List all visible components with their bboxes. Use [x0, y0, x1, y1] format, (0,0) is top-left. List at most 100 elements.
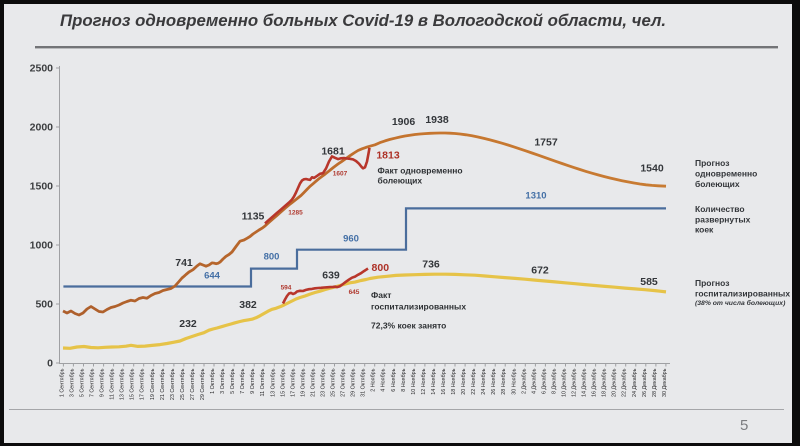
svg-text:Прогноз: Прогноз	[695, 278, 729, 288]
svg-text:672: 672	[531, 265, 549, 277]
svg-text:12 Декабрь: 12 Декабрь	[572, 368, 578, 397]
svg-text:развернутых: развернутых	[695, 215, 751, 225]
svg-text:4 Ноябрь: 4 Ноябрь	[381, 368, 387, 391]
svg-text:28 Декабрь: 28 Декабрь	[652, 368, 658, 397]
svg-text:1 Октябрь: 1 Октябрь	[210, 368, 216, 394]
svg-text:72,3% коек занято: 72,3% коек занято	[371, 321, 446, 331]
svg-text:15 Сентябрь: 15 Сентябрь	[130, 368, 136, 400]
svg-text:1681: 1681	[321, 146, 345, 158]
svg-text:800: 800	[264, 252, 280, 263]
svg-text:госпитализированных: госпитализированных	[695, 289, 790, 299]
svg-text:3 Октябрь: 3 Октябрь	[220, 368, 226, 394]
svg-text:17 Сентябрь: 17 Сентябрь	[140, 368, 146, 400]
svg-text:болеющих: болеющих	[695, 179, 740, 189]
svg-text:27 Сентябрь: 27 Сентябрь	[190, 368, 196, 400]
svg-text:9 Октябрь: 9 Октябрь	[250, 368, 256, 394]
svg-text:15 Октябрь: 15 Октябрь	[280, 368, 286, 397]
svg-text:11 Сентябрь: 11 Сентябрь	[110, 368, 116, 399]
svg-text:1310: 1310	[525, 191, 546, 202]
svg-text:2 Ноябрь: 2 Ноябрь	[371, 368, 377, 391]
svg-text:5 Октябрь: 5 Октябрь	[230, 368, 236, 394]
svg-text:1285: 1285	[288, 210, 303, 217]
svg-text:1 Сентябрь: 1 Сентябрь	[59, 368, 65, 397]
svg-text:27 Октябрь: 27 Октябрь	[341, 368, 347, 397]
svg-text:18 Ноябрь: 18 Ноябрь	[451, 368, 457, 394]
svg-text:741: 741	[175, 257, 193, 269]
svg-text:29 Сентябрь: 29 Сентябрь	[200, 368, 206, 400]
svg-text:24 Декабрь: 24 Декабрь	[632, 368, 638, 397]
svg-text:21 Октябрь: 21 Октябрь	[310, 368, 316, 397]
svg-text:8 Ноябрь: 8 Ноябрь	[401, 368, 407, 391]
svg-text:13 Сентябрь: 13 Сентябрь	[120, 368, 126, 400]
svg-text:26 Ноябрь: 26 Ноябрь	[491, 368, 497, 394]
svg-text:26 Декабрь: 26 Декабрь	[642, 368, 648, 397]
svg-text:382: 382	[239, 299, 257, 311]
svg-text:14 Ноябрь: 14 Ноябрь	[431, 368, 437, 394]
svg-text:6 Ноябрь: 6 Ноябрь	[391, 368, 397, 391]
svg-text:30 Декабрь: 30 Декабрь	[662, 368, 668, 397]
svg-text:болеющих: болеющих	[378, 175, 423, 185]
svg-text:7 Сентябрь: 7 Сентябрь	[90, 368, 96, 397]
svg-text:585: 585	[640, 276, 658, 288]
svg-text:5 Сентябрь: 5 Сентябрь	[80, 368, 86, 397]
svg-text:639: 639	[322, 270, 340, 282]
svg-text:3 Сентябрь: 3 Сентябрь	[69, 368, 75, 397]
svg-text:1500: 1500	[30, 181, 54, 193]
svg-text:19 Сентябрь: 19 Сентябрь	[150, 368, 156, 400]
svg-text:23 Сентябрь: 23 Сентябрь	[170, 368, 176, 400]
svg-text:2000: 2000	[30, 122, 54, 134]
svg-text:25 Сентябрь: 25 Сентябрь	[180, 368, 186, 400]
svg-text:21 Сентябрь: 21 Сентябрь	[160, 368, 166, 400]
svg-text:16 Ноябрь: 16 Ноябрь	[441, 368, 447, 394]
svg-text:13 Октябрь: 13 Октябрь	[270, 368, 276, 397]
svg-text:1000: 1000	[30, 240, 54, 252]
svg-text:19 Октябрь: 19 Октябрь	[300, 368, 306, 397]
svg-text:16 Декабрь: 16 Декабрь	[592, 368, 598, 397]
svg-text:1813: 1813	[376, 150, 400, 162]
svg-text:Прогноз: Прогноз	[695, 158, 729, 168]
svg-text:1540: 1540	[640, 163, 664, 175]
svg-text:645: 645	[349, 289, 360, 296]
svg-text:11 Октябрь: 11 Октябрь	[260, 368, 266, 396]
svg-text:29 Октябрь: 29 Октябрь	[351, 368, 357, 397]
svg-text:7 Октябрь: 7 Октябрь	[240, 368, 246, 394]
svg-text:23 Октябрь: 23 Октябрь	[321, 368, 327, 397]
svg-text:1757: 1757	[534, 137, 558, 149]
svg-text:960: 960	[343, 234, 359, 245]
svg-text:594: 594	[281, 285, 292, 292]
svg-text:28 Ноябрь: 28 Ноябрь	[501, 368, 507, 394]
svg-text:644: 644	[204, 271, 221, 282]
svg-text:6 Декабрь: 6 Декабрь	[541, 368, 547, 394]
svg-text:14 Декабрь: 14 Декабрь	[582, 368, 588, 397]
svg-text:госпитализированных: госпитализированных	[371, 302, 466, 312]
svg-text:30 Ноябрь: 30 Ноябрь	[511, 368, 517, 394]
svg-text:одновременно: одновременно	[695, 169, 757, 179]
svg-text:коек: коек	[695, 225, 714, 235]
svg-text:10 Ноябрь: 10 Ноябрь	[411, 368, 417, 394]
svg-text:17 Октябрь: 17 Октябрь	[290, 368, 296, 397]
svg-text:800: 800	[372, 262, 390, 274]
svg-text:1906: 1906	[392, 116, 416, 128]
svg-text:1938: 1938	[425, 114, 449, 126]
svg-text:22 Ноябрь: 22 Ноябрь	[471, 368, 477, 394]
svg-text:9 Сентябрь: 9 Сентябрь	[100, 368, 106, 397]
svg-text:1607: 1607	[333, 171, 348, 178]
svg-text:24 Ноябрь: 24 Ноябрь	[481, 368, 487, 394]
svg-text:1135: 1135	[242, 211, 265, 223]
svg-text:12 Ноябрь: 12 Ноябрь	[421, 368, 427, 394]
svg-text:4 Декабрь: 4 Декабрь	[531, 368, 537, 394]
svg-text:2 Декабрь: 2 Декабрь	[521, 368, 527, 394]
svg-text:736: 736	[422, 259, 440, 271]
svg-text:Количество: Количество	[695, 204, 745, 214]
svg-text:10 Декабрь: 10 Декабрь	[562, 368, 568, 397]
svg-text:31 Октябрь: 31 Октябрь	[361, 368, 367, 397]
svg-text:20 Декабрь: 20 Декабрь	[612, 368, 618, 397]
svg-text:2500: 2500	[30, 63, 54, 75]
svg-text:8 Декабрь: 8 Декабрь	[551, 368, 557, 394]
svg-text:Факт: Факт	[371, 290, 391, 300]
svg-text:18 Декабрь: 18 Декабрь	[602, 368, 608, 397]
svg-text:22 Декабрь: 22 Декабрь	[622, 368, 628, 397]
svg-text:232: 232	[179, 318, 197, 330]
svg-text:500: 500	[35, 299, 53, 311]
svg-text:25 Октябрь: 25 Октябрь	[331, 368, 337, 397]
